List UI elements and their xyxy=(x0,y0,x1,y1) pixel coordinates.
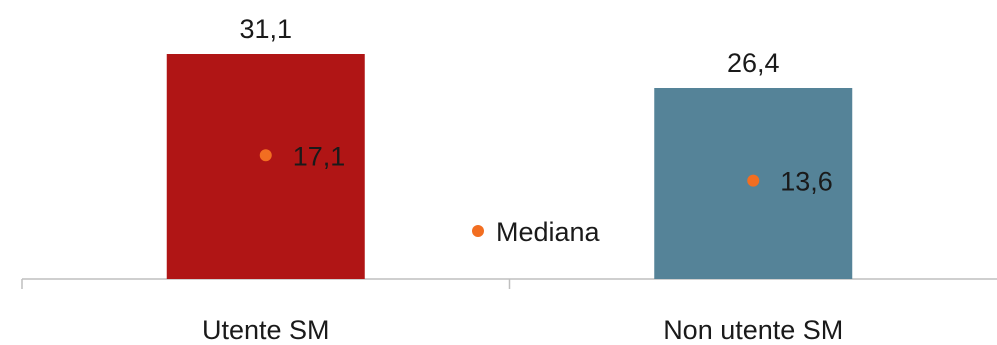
median-marker xyxy=(259,149,272,162)
category-label: Non utente SM xyxy=(663,315,843,340)
legend: Mediana xyxy=(472,217,601,247)
bars-layer xyxy=(166,54,853,280)
legend-label-mediana: Mediana xyxy=(496,217,601,247)
bar-value-label: 26,4 xyxy=(727,48,780,78)
axis-layer xyxy=(21,278,997,289)
legend-marker-mediana xyxy=(472,225,484,237)
bar-0 xyxy=(166,54,365,279)
bar-value-label: 31,1 xyxy=(239,14,292,44)
category-label: Utente SM xyxy=(202,315,330,340)
median-marker xyxy=(747,174,760,187)
median-value-label: 13,6 xyxy=(780,167,833,197)
median-value-label: 17,1 xyxy=(293,141,346,171)
